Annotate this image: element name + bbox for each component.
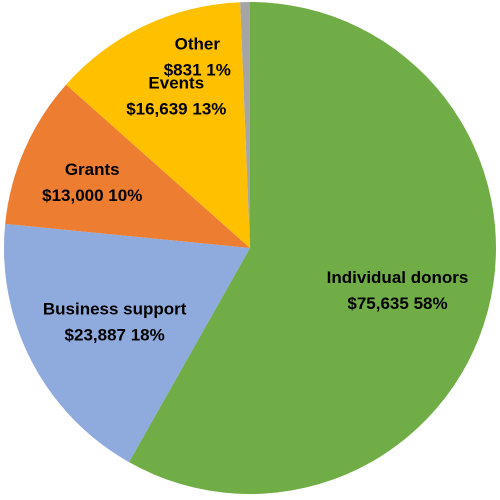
slice-value-label-business-support: $23,887 18%: [65, 325, 165, 344]
slice-value-label-grants: $13,000 10%: [42, 186, 142, 205]
pie-labels: Individual donors $75,635 58% Business sup…: [42, 34, 468, 344]
pie-slice-grants: [5, 84, 250, 248]
pie-slice-events: [66, 2, 250, 249]
pie-slice-business-support: [3, 223, 250, 463]
slice-value-label-events: $16,639 13%: [126, 99, 226, 118]
slice-value-label-other: $831 1%: [164, 60, 231, 79]
slice-value-label-individual-donors: $75,635 58%: [347, 294, 447, 313]
slice-label-business-support: Business support: [43, 299, 187, 318]
slice-label-individual-donors: Individual donors: [327, 268, 469, 287]
pie-slices: [3, 2, 497, 494]
pie-slice-other: [240, 2, 250, 248]
slice-label-grants: Grants: [65, 160, 120, 179]
slice-label-other: Other: [175, 34, 221, 53]
pie-slice-individual-donors: [128, 2, 497, 494]
slice-label-events: Events: [148, 73, 204, 92]
